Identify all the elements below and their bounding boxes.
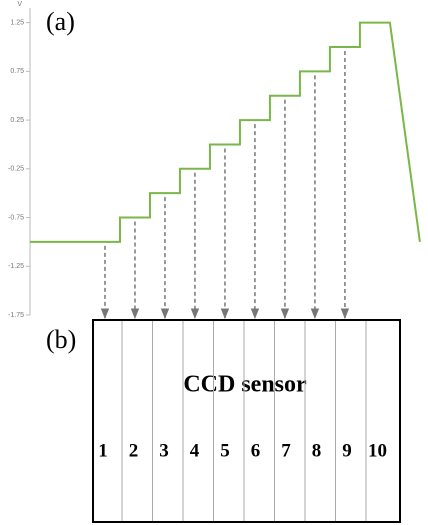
pixel-label: 1 [98, 440, 108, 461]
panel-label: (a) [46, 7, 75, 36]
pixel-label: 7 [281, 440, 291, 461]
y-tick-label: -1.75 [8, 312, 24, 319]
y-tick-label: 0.75 [10, 68, 24, 75]
ccd-box [92, 319, 401, 523]
pixel-label: 5 [220, 440, 230, 461]
y-tick-label: -1.25 [8, 263, 24, 270]
pixel-label: 10 [368, 440, 387, 461]
pixel-label: 6 [251, 440, 261, 461]
data-line [30, 21, 421, 243]
y-tick-label: 1.25 [10, 19, 24, 26]
y-tick-label: 0.25 [10, 117, 24, 124]
sensor-title: CCD sensor [183, 372, 307, 398]
y-tick-label: -0.25 [8, 166, 24, 173]
y-tick-label: -0.75 [8, 214, 24, 221]
pixel-label: 4 [190, 440, 200, 461]
panel-label: (b) [46, 325, 76, 354]
pixel-label: 3 [159, 440, 169, 461]
pixel-label: 2 [129, 440, 139, 461]
pixel-label: 9 [342, 440, 352, 461]
y-axis-label: V [17, 1, 22, 8]
pixel-label: 8 [312, 440, 322, 461]
